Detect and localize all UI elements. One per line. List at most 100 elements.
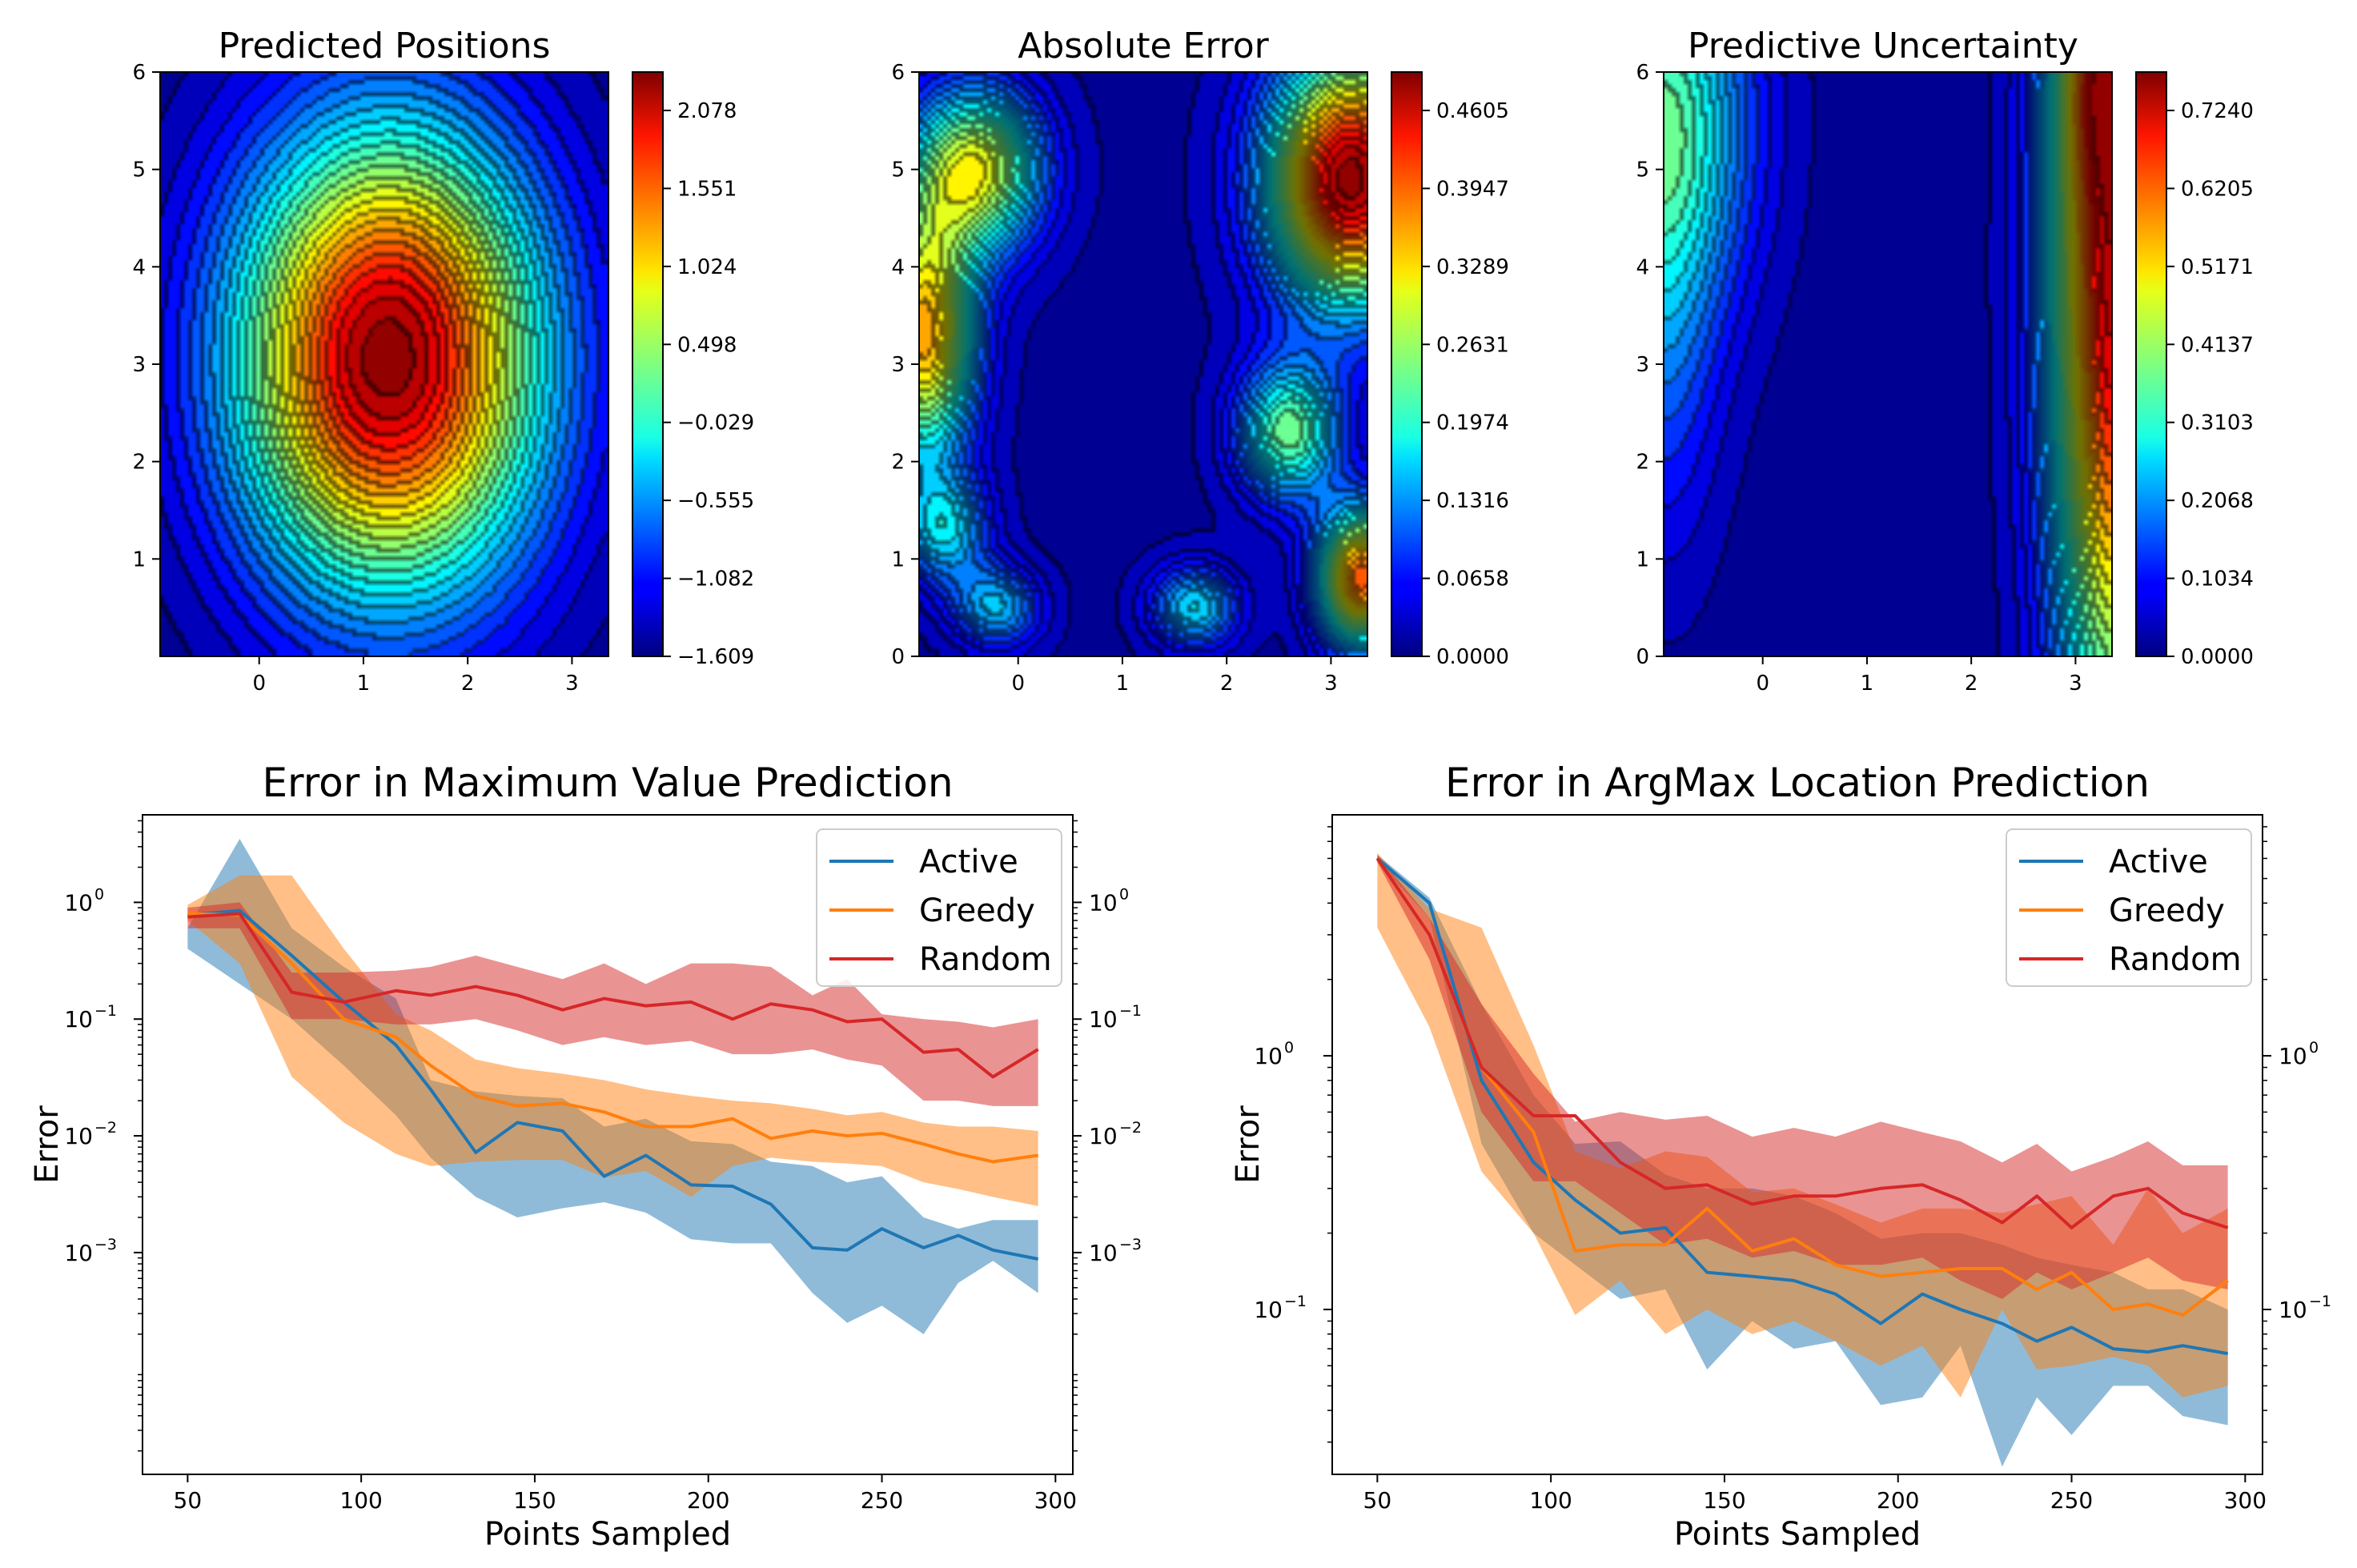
error-band-random [1377, 854, 2228, 1299]
y-tick-exponent-right: 0 [2309, 1039, 2319, 1057]
error-band-random [187, 902, 1038, 1106]
heatmap-predictive-uncertainty: Predictive Uncertainty 0 1 2 3 0 1 2 3 4 5 6 0.724… [1636, 26, 2254, 696]
series-line-greedy [1375, 857, 2229, 1317]
y-tick-exponent-right: −2 [1119, 1119, 1142, 1137]
series-line-random [187, 912, 1039, 1079]
colorbar-tick-label: 0.7240 [2181, 99, 2254, 123]
y-tick-label: 5 [1636, 158, 1649, 182]
colorbar-tick-label: 0.2068 [2181, 489, 2254, 513]
y-tick-label: 3 [891, 353, 905, 377]
plot-frame [1331, 814, 2263, 1475]
colorbar-tick-label: −1.082 [677, 567, 754, 592]
legend-label: Greedy [2109, 892, 2225, 929]
y-tick-label: 2 [132, 451, 146, 475]
y-tick-label-right: 10 [1089, 1123, 1118, 1149]
legend-box [816, 828, 1062, 987]
colorbar-tick-label: 0.1974 [1436, 411, 1509, 435]
y-tick-exponent: 0 [94, 885, 104, 903]
y-tick-label: 3 [1636, 353, 1649, 377]
chart-title: Error in Maximum Value Prediction [262, 760, 953, 806]
legend: Active Greedy Random [816, 828, 1062, 987]
colorbar-tick-label: 0.0000 [1436, 645, 1509, 669]
y-axis-label: Error [29, 1105, 66, 1184]
x-tick-label: 3 [2069, 672, 2082, 696]
x-tick-label: 0 [1756, 672, 1769, 696]
x-tick-label: 250 [2050, 1487, 2093, 1514]
legend-label: Random [2109, 941, 2242, 978]
x-tick-label: 0 [1011, 672, 1025, 696]
colorbar-tick-label: −0.029 [677, 411, 754, 435]
y-tick-label: 1 [1636, 547, 1649, 571]
error-bands [187, 839, 1038, 1334]
y-tick-label: 10 [1254, 1297, 1283, 1323]
y-tick-label: 10 [64, 1123, 93, 1149]
colorbar-tick-label: 0.4137 [2181, 333, 2254, 357]
legend-label: Active [2109, 844, 2208, 880]
x-tick-label: 2 [1965, 672, 1978, 696]
y-tick-label: 6 [1636, 61, 1649, 85]
legend: Active Greedy Random [2006, 828, 2252, 987]
y-tick-label: 3 [132, 353, 146, 377]
y-tick-label: 0 [891, 645, 905, 669]
x-tick-label: 1 [1116, 672, 1130, 696]
y-tick-label: 6 [891, 61, 905, 85]
y-tick-exponent: −1 [1284, 1293, 1307, 1310]
heatmap-axes: 0 1 2 3 1 2 3 4 5 6 [132, 61, 578, 696]
y-tick-label: 4 [132, 255, 146, 279]
x-axis-label: Points Sampled [1674, 1516, 1921, 1553]
colorbar-tick-label: 0.2631 [1436, 333, 1509, 357]
series-lines [187, 908, 1039, 1261]
y-tick-label: 6 [132, 61, 146, 85]
series-line-random [1375, 857, 2229, 1229]
colorbar-tick-label: −1.609 [677, 645, 754, 669]
line-chart-max-value: Error in Maximum Value Prediction 50 100 1… [29, 760, 1142, 1553]
chart-title: Error in ArgMax Location Prediction [1445, 760, 2150, 806]
series-lines [1375, 856, 2229, 1356]
plot-frame [142, 814, 1074, 1475]
colorbar [1391, 71, 1423, 657]
y-tick-label: 10 [64, 1240, 93, 1266]
colorbar-tick-label: 0.0658 [1436, 567, 1509, 592]
heatmap-title: Absolute Error [1018, 26, 1269, 66]
y-tick-label-right: 10 [1089, 1240, 1118, 1266]
y-tick-exponent: 0 [1284, 1039, 1294, 1057]
error-band-greedy [187, 875, 1038, 1206]
x-tick-label: 3 [565, 672, 579, 696]
x-tick-label: 150 [1703, 1487, 1745, 1514]
x-tick-label: 1 [357, 672, 371, 696]
y-axis-label: Error [1230, 1105, 1267, 1184]
colorbar-tick-label: −0.555 [677, 489, 754, 513]
y-tick-label: 10 [64, 1006, 93, 1033]
x-tick-label: 0 [252, 672, 266, 696]
x-tick-label: 300 [2224, 1487, 2267, 1514]
heatmap-axes: 0 1 2 3 0 1 2 3 4 5 6 [891, 61, 1337, 696]
y-tick-label: 2 [1636, 451, 1649, 475]
x-tick-label: 50 [1363, 1487, 1392, 1514]
series-line-active [187, 908, 1039, 1261]
x-tick-label: 2 [1220, 672, 1234, 696]
y-tick-label: 2 [891, 451, 905, 475]
y-tick-label: 10 [1254, 1043, 1283, 1069]
colorbar-tick-label: 0.6205 [2181, 177, 2254, 201]
x-tick-label: 3 [1324, 672, 1338, 696]
y-tick-exponent: −3 [94, 1236, 117, 1253]
y-tick-exponent-right: −1 [2309, 1293, 2331, 1310]
y-tick-label-right: 10 [1089, 889, 1118, 916]
heatmap-image [1664, 72, 2112, 656]
legend-box [2006, 828, 2252, 987]
x-axis-label: Points Sampled [484, 1516, 731, 1553]
colorbar-ticks: 0.4605 0.3947 0.3289 0.2631 0.1974 0.1316 0.06… [1422, 99, 1509, 669]
y-tick-exponent-right: −3 [1119, 1236, 1142, 1253]
y-tick-label: 1 [132, 547, 146, 571]
x-tick-label: 100 [339, 1487, 382, 1514]
colorbar-tick-label: 0.498 [677, 333, 737, 357]
heatmap-predicted-positions: Predicted Positions 0 1 2 3 1 2 3 4 5 6 2.078 1.55… [132, 26, 754, 696]
legend-label: Random [919, 941, 1052, 978]
colorbar-tick-label: 0.0000 [2181, 645, 2254, 669]
colorbar-tick-label: 1.024 [677, 255, 737, 279]
y-tick-label: 5 [891, 158, 905, 182]
heatmap-title: Predicted Positions [219, 26, 551, 66]
y-tick-label: 5 [132, 158, 146, 182]
